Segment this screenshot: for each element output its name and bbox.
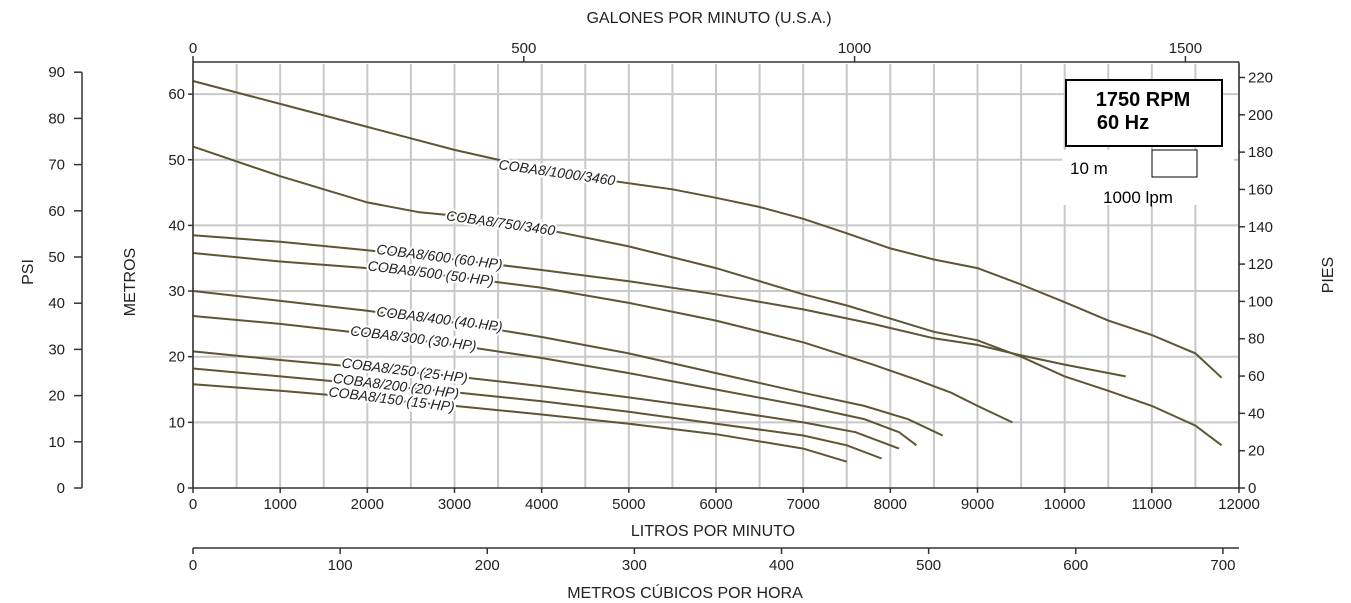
pies-tick-label: 220	[1248, 69, 1273, 86]
curve-label: COBA8/750/3460	[445, 207, 556, 238]
psi-tick-label: 70	[48, 157, 65, 174]
psi-tick-label: 30	[48, 341, 65, 358]
pies-axis-title: PIES	[1320, 257, 1337, 293]
psi-tick-label: 20	[48, 388, 65, 405]
pies-tick-label: 20	[1248, 443, 1265, 460]
pies-tick-label: 0	[1248, 480, 1256, 497]
m3h-axis-title: METROS CÚBICOS POR HORA	[567, 583, 803, 602]
gpm-tick-label: 1500	[1169, 40, 1202, 57]
lpm-tick-label: 12000	[1218, 496, 1260, 513]
curve-line	[192, 80, 1223, 379]
lpm-tick-label: 8000	[874, 496, 907, 513]
lpm-tick-label: 10000	[1044, 496, 1086, 513]
psi-tick-label: 60	[48, 203, 65, 220]
metros-tick-label: 20	[168, 349, 185, 366]
lpm-tick-label: 4000	[525, 496, 558, 513]
curve-line	[192, 383, 848, 463]
lpm-tick-label: 3000	[438, 496, 471, 513]
metros-tick-label: 10	[168, 414, 185, 431]
rpm-box	[1065, 79, 1223, 147]
lpm-tick-label: 1000	[263, 496, 296, 513]
m3h-tick-label: 100	[328, 557, 353, 574]
m3h-tick-label: 600	[1063, 557, 1088, 574]
curve-line	[192, 290, 944, 437]
pies-tick-label: 200	[1248, 107, 1273, 124]
metros-tick-label: 0	[177, 480, 185, 497]
curve-line	[192, 145, 1223, 447]
lpm-tick-label: 2000	[351, 496, 384, 513]
lpm-axis-title: LITROS POR MINUTO	[631, 523, 795, 540]
axes: 0 1000 2000 3000 4000 5000 6000 7000 8000 9000 100…	[48, 40, 1273, 574]
pies-tick-label: 160	[1248, 181, 1273, 198]
lpm-tick-label: 11000	[1132, 496, 1173, 513]
lpm-tick-label: 9000	[961, 496, 994, 513]
psi-tick-label: 0	[57, 480, 65, 497]
m3h-tick-label: 400	[769, 557, 794, 574]
scale-flow-label: 1000 lpm	[1103, 188, 1173, 207]
psi-axis-title: PSI	[20, 259, 37, 285]
gpm-tick-label: 0	[189, 40, 197, 57]
pump-curves	[192, 80, 1223, 463]
psi-tick-label: 90	[48, 64, 65, 81]
hz-label: 60 Hz	[1097, 112, 1149, 134]
scale-head-label: 10 m	[1070, 159, 1108, 178]
pies-tick-label: 180	[1248, 144, 1273, 161]
curve-line	[192, 252, 1013, 424]
lpm-tick-label: 0	[189, 496, 197, 513]
rpm-label: 1750 RPM	[1096, 89, 1191, 111]
curve-line	[192, 367, 882, 460]
m3h-tick-label: 200	[475, 557, 500, 574]
gpm-tick-label: 1000	[838, 40, 871, 57]
psi-tick-label: 40	[48, 295, 65, 312]
pies-tick-label: 60	[1248, 368, 1265, 385]
pies-tick-label: 120	[1248, 256, 1273, 273]
m3h-tick-label: 300	[622, 557, 647, 574]
gpm-tick-label: 500	[511, 40, 536, 57]
pies-tick-label: 40	[1248, 405, 1265, 422]
psi-tick-label: 80	[48, 110, 65, 127]
scale-key-background	[1062, 150, 1234, 205]
metros-axis-title: METROS	[122, 248, 139, 316]
curve-line	[192, 234, 1126, 378]
pies-tick-label: 100	[1248, 293, 1273, 310]
metros-tick-label: 60	[168, 86, 185, 103]
psi-tick-label: 10	[48, 434, 65, 451]
lpm-tick-label: 5000	[612, 496, 645, 513]
gpm-axis-title: GALONES POR MINUTO (U.S.A.)	[586, 10, 831, 27]
curve-line	[192, 315, 918, 447]
curve-label-group: COBA8/1000/3460	[496, 154, 619, 190]
metros-tick-label: 30	[168, 283, 185, 300]
metros-tick-label: 40	[168, 217, 185, 234]
m3h-tick-label: 500	[916, 557, 941, 574]
metros-tick-label: 50	[168, 152, 185, 169]
m3h-tick-label: 700	[1210, 557, 1235, 574]
pies-tick-label: 80	[1248, 331, 1265, 348]
lpm-tick-label: 7000	[786, 496, 819, 513]
m3h-tick-label: 0	[189, 557, 197, 574]
pies-tick-label: 140	[1248, 219, 1273, 236]
lpm-tick-label: 6000	[699, 496, 732, 513]
psi-tick-label: 50	[48, 249, 65, 266]
curve-label: COBA8/1000/3460	[498, 156, 617, 188]
curve-label-group: COBA8/750/3460	[443, 205, 558, 240]
scale-square	[1151, 149, 1198, 178]
curve-line	[192, 350, 900, 450]
